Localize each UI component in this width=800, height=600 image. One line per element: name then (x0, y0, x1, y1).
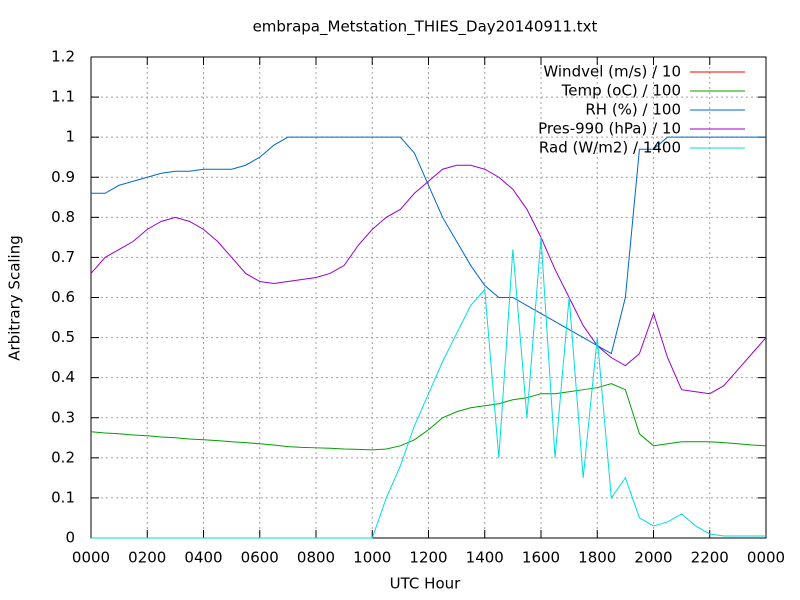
legend-label: Windvel (m/s) / 10 (543, 63, 681, 81)
x-tick-label: 1000 (353, 549, 391, 567)
y-tick-label: 0.5 (51, 328, 75, 346)
legend-label: RH (%) / 100 (585, 101, 681, 119)
x-tick-label: 0800 (297, 549, 335, 567)
x-tick-label: 0000 (72, 549, 110, 567)
y-tick-label: 0.8 (51, 208, 75, 226)
x-tick-label: 0200 (128, 549, 166, 567)
chart-title: embrapa_Metstation_THIES_Day20140911.txt (253, 18, 598, 37)
data-line (91, 237, 766, 539)
legend-label: Rad (W/m2) / 1400 (539, 139, 681, 157)
x-tick-label: 0000 (747, 549, 785, 567)
data-line (91, 136, 766, 355)
plot-frame (90, 56, 767, 539)
y-tick-label: 0.2 (51, 448, 75, 466)
data-line (90, 383, 767, 451)
x-tick-label: 0400 (184, 549, 222, 567)
y-tick-label: 0 (65, 529, 75, 547)
data-line (90, 164, 767, 395)
x-tick-label: 0600 (241, 549, 279, 567)
y-tick-label: 0.7 (51, 248, 75, 266)
y-tick-label: 0.6 (51, 288, 75, 306)
x-tick-label: 1400 (466, 549, 504, 567)
y-tick-label: 1.1 (51, 88, 75, 106)
x-tick-label: 2200 (691, 549, 729, 567)
x-tick-label: 2000 (634, 549, 672, 567)
x-tick-label: 1600 (522, 549, 560, 567)
y-tick-label: 0.9 (51, 168, 75, 186)
y-tick-label: 0.1 (51, 488, 75, 506)
legend-label: Pres-990 (hPa) / 10 (538, 120, 681, 138)
x-axis-label: UTC Hour (390, 575, 461, 593)
x-tick-label: 1200 (409, 549, 447, 567)
x-tick-label: 1800 (578, 549, 616, 567)
y-tick-label: 1 (65, 128, 75, 146)
y-tick-label: 1.2 (51, 48, 75, 66)
legend-label: Temp (oC) / 100 (561, 82, 681, 100)
y-tick-label: 0.4 (51, 368, 75, 386)
y-axis-label: Arbitrary Scaling (6, 235, 24, 361)
y-tick-label: 0.3 (51, 408, 75, 426)
